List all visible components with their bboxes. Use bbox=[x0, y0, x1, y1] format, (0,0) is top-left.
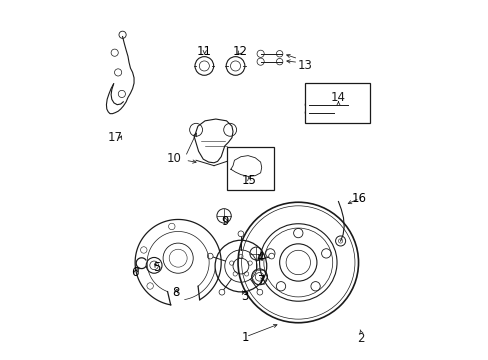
Text: 3: 3 bbox=[240, 290, 248, 303]
Text: 7: 7 bbox=[258, 274, 265, 287]
Text: 4: 4 bbox=[256, 251, 263, 264]
Text: 1: 1 bbox=[242, 330, 249, 343]
Text: 14: 14 bbox=[330, 91, 345, 104]
Text: 8: 8 bbox=[172, 287, 179, 300]
Circle shape bbox=[207, 253, 213, 259]
Text: 10: 10 bbox=[167, 152, 182, 165]
Text: 5: 5 bbox=[153, 261, 160, 274]
Circle shape bbox=[219, 289, 224, 295]
Text: 15: 15 bbox=[241, 174, 256, 186]
Text: 17: 17 bbox=[107, 131, 122, 144]
Text: 9: 9 bbox=[221, 215, 228, 228]
Text: 16: 16 bbox=[351, 192, 366, 205]
Bar bbox=[227, 147, 273, 190]
Text: 13: 13 bbox=[297, 59, 311, 72]
Text: 12: 12 bbox=[232, 45, 247, 58]
Bar bbox=[305, 83, 369, 123]
Text: 2: 2 bbox=[357, 332, 364, 345]
Text: 6: 6 bbox=[131, 266, 139, 279]
Circle shape bbox=[257, 289, 262, 295]
Circle shape bbox=[268, 253, 274, 259]
Text: 11: 11 bbox=[197, 45, 211, 58]
Circle shape bbox=[238, 231, 244, 237]
